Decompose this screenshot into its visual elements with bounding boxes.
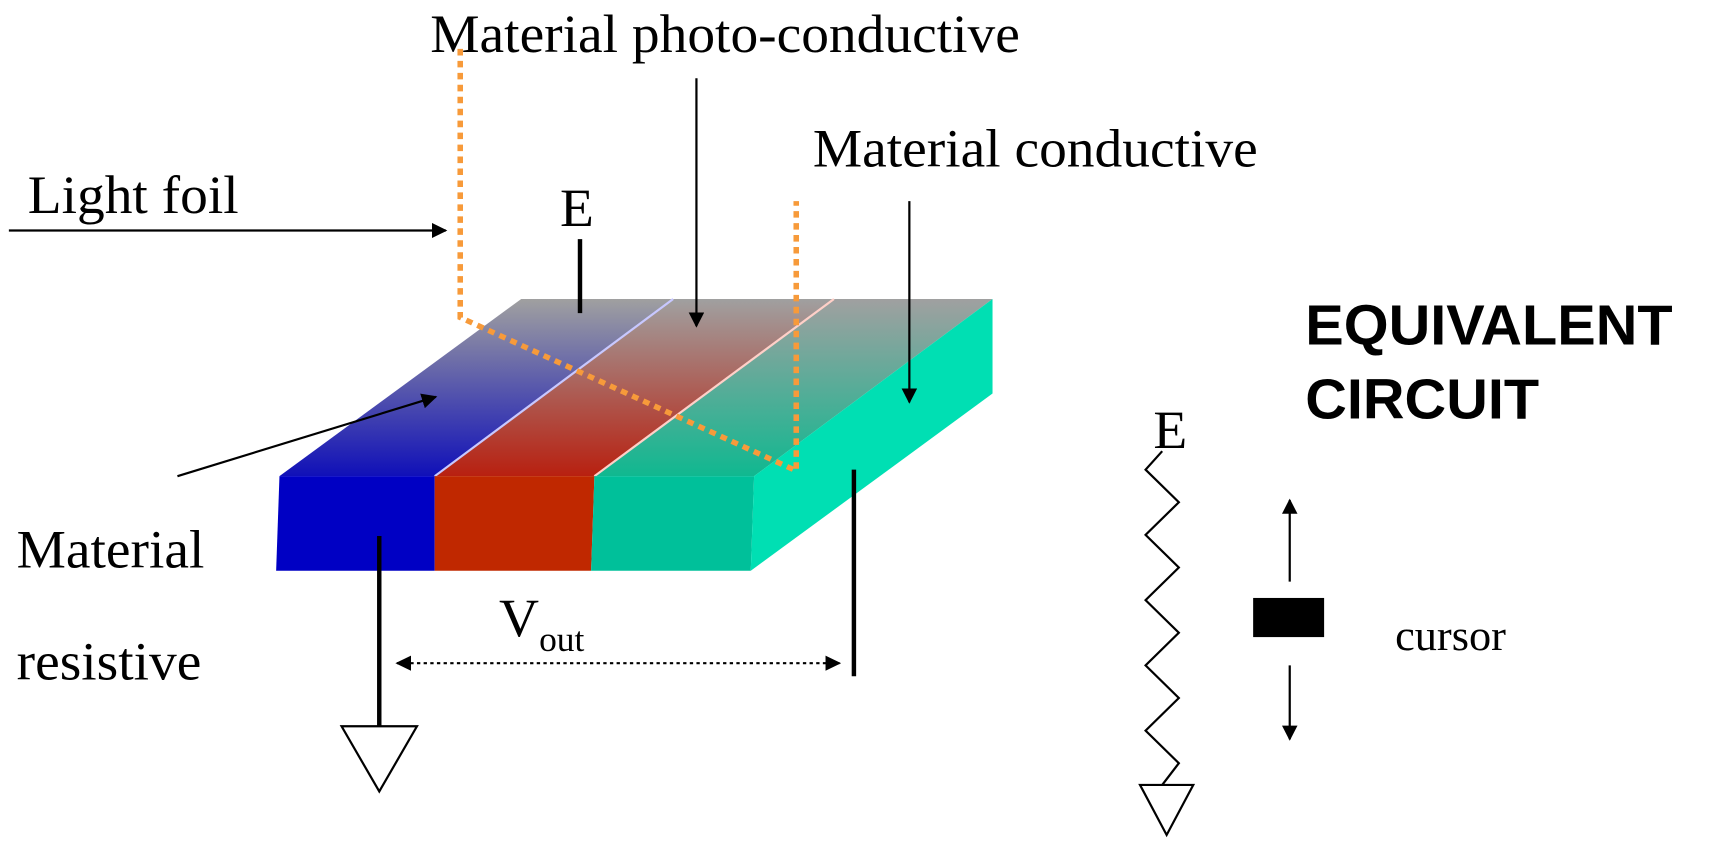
- strip-front-photo: [434, 476, 595, 571]
- edge: [434, 298, 674, 478]
- vout-main: V: [499, 587, 539, 647]
- resistor: [1144, 450, 1181, 786]
- strip-side: [750, 298, 993, 571]
- ground: [1138, 783, 1196, 838]
- strip-top-resistive: [279, 298, 674, 477]
- label: resistive: [17, 631, 202, 691]
- label: Material: [17, 519, 205, 579]
- light-foil-path: [457, 48, 800, 476]
- vout-sub: out: [539, 621, 585, 660]
- strip-top-conductive: [594, 298, 993, 477]
- edge: [593, 298, 835, 478]
- ground: [339, 725, 419, 794]
- vout-label: Vout: [499, 587, 585, 659]
- label: E: [1153, 399, 1187, 459]
- label: E: [560, 178, 594, 238]
- label: Material conductive: [813, 118, 1258, 178]
- strip-front-conductive: [591, 476, 755, 571]
- label: cursor: [1395, 612, 1506, 661]
- strip-front-resistive: [276, 476, 435, 571]
- arrow: [177, 393, 438, 478]
- heading: CIRCUIT: [1305, 368, 1539, 431]
- cursor-block: [1253, 597, 1325, 638]
- heading: EQUIVALENT: [1305, 294, 1672, 357]
- strip-top-photo: [434, 298, 834, 477]
- label: Light foil: [28, 165, 239, 225]
- label: Material photo-conductive: [430, 4, 1020, 64]
